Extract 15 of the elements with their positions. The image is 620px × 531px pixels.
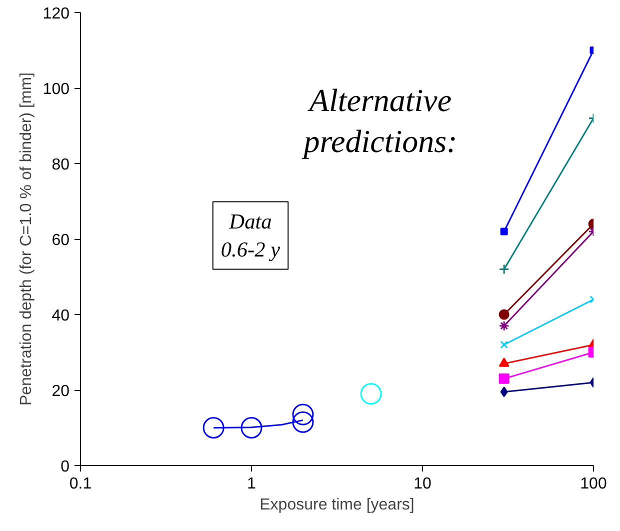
y-tick-label: 60 [52,232,70,249]
x-tick-label: 100 [580,476,607,492]
y-tick-label: 120 [42,6,70,22]
x-tick-label: 1 [247,476,256,492]
y-tick-label: 80 [52,156,70,174]
y-tick-label: 0 [60,458,70,476]
y-axis-title: Penetration depth (for C=1.0 % of binder) [mm] [18,72,35,406]
annotation: Alternative predictions: [302,82,458,160]
x-tick-label: 0.1 [69,476,92,492]
y-tick-label: 100 [42,81,70,98]
x-axis-title: Exposure time [years] [260,496,414,514]
y-tick-label: 20 [52,383,70,400]
x-tick-label: 10 [414,476,432,492]
annotation: Data 0.6-2 y [220,210,281,262]
y-tick-label: 40 [52,308,70,324]
